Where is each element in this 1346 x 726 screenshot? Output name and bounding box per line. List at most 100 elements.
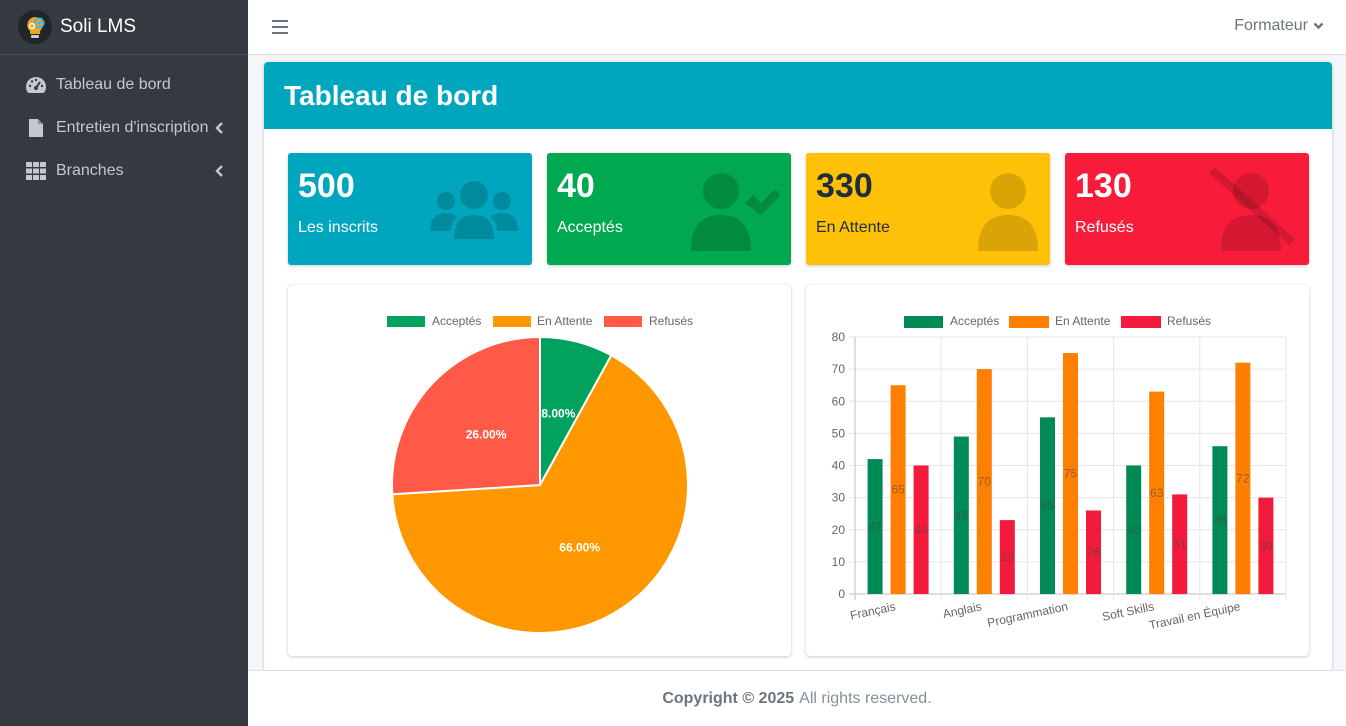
stat-value: 130 [1075, 167, 1132, 205]
legend-swatch-refuses [604, 316, 642, 327]
legend-swatch-acceptes [387, 316, 425, 327]
bar-chart: Acceptés En Attente Refusés 0 10 20 30 40 50 6… [832, 314, 1287, 632]
legend-label-en-attente[interactable]: En Attente [1055, 314, 1111, 328]
user-menu-label: Formateur [1234, 17, 1308, 34]
bar-bars [867, 353, 1274, 595]
bar-refuses[interactable] [999, 520, 1015, 594]
sidebar-item-dashboard[interactable]: Tableau de bord [0, 63, 248, 106]
pie-slice-label: 66.00% [559, 540, 600, 554]
bar-value-label: 31 [1173, 537, 1187, 551]
sidebar-item-entretien[interactable]: Entretien d'inscription [0, 106, 248, 149]
bar-en-attente[interactable] [1149, 391, 1165, 594]
bar-acceptes[interactable] [1126, 465, 1142, 595]
bar-legend: Acceptés En Attente Refusés [904, 314, 1211, 328]
grid-icon [25, 160, 47, 182]
bar-value-label: 55 [1041, 499, 1055, 513]
sidebar-item-label: Tableau de bord [56, 75, 171, 93]
pie-slice-label: 26.00% [466, 427, 507, 441]
footer-rights: All rights reserved. [799, 689, 932, 707]
bar-value-label: 23 [1001, 550, 1015, 564]
stat-value: 330 [816, 167, 873, 205]
stat-box-acceptes[interactable]: 40 Acceptés [547, 153, 791, 265]
bar-acceptes[interactable] [1212, 446, 1228, 594]
sidebar: Soli LMS Tableau de bord E [0, 0, 248, 726]
legend-label-acceptes[interactable]: Acceptés [432, 314, 481, 328]
bar-acceptes[interactable] [1040, 417, 1055, 594]
bar-en-attente[interactable] [890, 385, 906, 594]
bar-chart-card: Acceptés En Attente Refusés 0 10 20 30 40 50 6… [806, 285, 1309, 656]
y-tick-label: 10 [832, 555, 846, 569]
sidebar-nav: Tableau de bord Entretien d'inscription … [0, 55, 248, 192]
bar-value-labels: 42 65 40 49 70 23 55 75 26 40 63 31 46 72 30 [868, 467, 1272, 565]
sidebar-item-branches[interactable]: Branches [0, 149, 248, 192]
chevron-left-icon [215, 121, 223, 134]
bar-refuses[interactable] [913, 465, 929, 595]
legend-swatch-en-attente [1009, 316, 1049, 328]
top-navbar: Formateur [248, 0, 1346, 55]
bar-value-label: 26 [1087, 545, 1101, 559]
content-header: Tableau de bord [264, 62, 1332, 129]
y-tick-label: 20 [832, 523, 846, 537]
chevron-left-icon [215, 164, 223, 177]
sidebar-item-label: Entretien d'inscription [56, 118, 209, 136]
bar-acceptes[interactable] [867, 459, 883, 594]
legend-swatch-acceptes [904, 316, 943, 328]
bar-value-label: 49 [955, 508, 969, 522]
footer: Copyright © 2025 All rights reserved. [248, 670, 1346, 726]
bar-value-label: 30 [1259, 539, 1273, 553]
stat-box-refuses[interactable]: 130 Refusés [1065, 153, 1309, 265]
stat-label: Acceptés [557, 219, 623, 236]
legend-label-acceptes[interactable]: Acceptés [950, 314, 999, 328]
stat-label: Les inscrits [298, 219, 379, 236]
stat-label: Refusés [1075, 219, 1134, 236]
pie-legend: Acceptés En Attente Refusés [387, 314, 693, 328]
bar-en-attente[interactable] [1235, 362, 1251, 594]
stat-box-inscrits[interactable]: 500 Les inscrits [288, 153, 532, 265]
user-icon [978, 173, 1038, 251]
bar-value-label: 63 [1150, 486, 1164, 500]
footer-copyright: Copyright © 2025 [662, 689, 795, 707]
legend-label-refuses[interactable]: Refusés [1167, 314, 1211, 328]
bar-x-axis-ticks: Français Anglais Programmation Soft SkillsT… [849, 598, 1242, 632]
bar-refuses[interactable] [1086, 510, 1101, 594]
x-tick-label: Travail en Équipe [1147, 598, 1241, 632]
pie-slice-refuses[interactable] [391, 335, 541, 496]
legend-swatch-refuses [1121, 316, 1161, 328]
y-tick-label: 70 [832, 362, 846, 376]
menu-toggle-icon[interactable] [272, 18, 288, 36]
stat-box-en-attente[interactable]: 330 En Attente [806, 153, 1050, 265]
bar-value-label: 40 [1127, 523, 1141, 537]
bar-value-label: 65 [891, 483, 905, 497]
bar-value-label: 42 [868, 520, 882, 534]
bar-en-attente[interactable] [1063, 353, 1078, 594]
content-card: Tableau de bord 500 Les inscrits 40 Acce… [264, 62, 1332, 672]
legend-label-en-attente[interactable]: En Attente [537, 314, 593, 328]
bar-acceptes[interactable] [953, 436, 969, 594]
legend-swatch-en-attente [493, 316, 531, 327]
user-slash-icon [1209, 167, 1295, 251]
sidebar-item-label: Branches [56, 161, 124, 179]
bar-value-label: 40 [914, 523, 928, 537]
bar-refuses[interactable] [1258, 497, 1274, 594]
pie-chart-card: Acceptés En Attente Refusés 8.00% 66.00% 2… [288, 285, 791, 656]
bar-refuses[interactable] [1172, 494, 1188, 594]
y-tick-label: 80 [832, 330, 846, 344]
users-icon [430, 181, 518, 239]
stat-value: 500 [298, 167, 355, 205]
pie-slice-en-attente[interactable] [391, 353, 689, 634]
legend-label-refuses[interactable]: Refusés [649, 314, 693, 328]
bar-value-label: 46 [1213, 513, 1227, 527]
bar-value-label: 75 [1064, 467, 1078, 481]
stat-value: 40 [557, 167, 595, 205]
bar-en-attente[interactable] [976, 369, 992, 594]
stat-label: En Attente [816, 219, 890, 236]
brand-link[interactable]: Soli LMS [0, 0, 248, 55]
user-menu-dropdown[interactable]: Formateur [1234, 17, 1324, 35]
bar-value-label: 70 [978, 475, 992, 489]
x-tick-label: Programmation [986, 599, 1069, 630]
y-tick-label: 50 [832, 426, 846, 440]
user-check-icon [691, 173, 779, 251]
y-tick-label: 30 [832, 491, 846, 505]
x-tick-label: Français [849, 599, 897, 622]
y-tick-label: 60 [832, 394, 846, 408]
